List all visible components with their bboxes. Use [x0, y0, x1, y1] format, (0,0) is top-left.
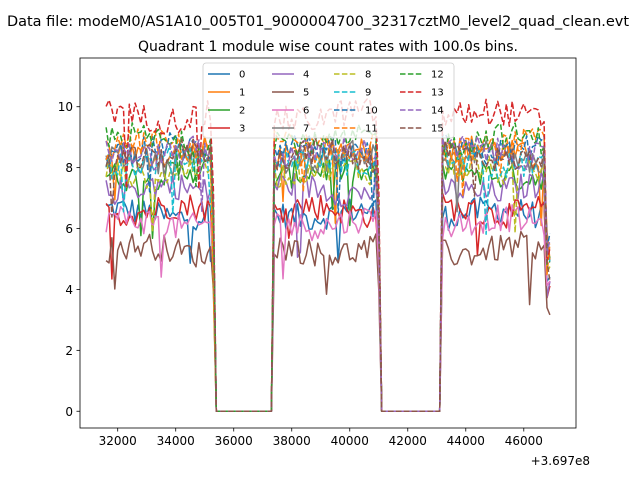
legend-label-6: 6 — [303, 106, 309, 117]
y-tick-label: 10 — [58, 100, 73, 114]
legend-label-0: 0 — [239, 70, 245, 81]
x-tick-label: 36000 — [215, 434, 253, 448]
legend-label-2: 2 — [239, 106, 245, 117]
legend-label-5: 5 — [303, 88, 309, 99]
legend-label-12: 12 — [431, 70, 444, 81]
legend-label-4: 4 — [303, 70, 309, 81]
legend-label-10: 10 — [365, 106, 378, 117]
legend-label-13: 13 — [431, 88, 444, 99]
y-tick-label: 0 — [65, 405, 73, 419]
axes: 32000 34000 36000 38000 40000 42000 44000 46000… — [58, 57, 590, 468]
x-tick-label: 44000 — [447, 434, 485, 448]
y-tick-label: 2 — [65, 344, 73, 358]
series-line-3 — [105, 192, 551, 413]
chart-title: Quadrant 1 module wise count rates with … — [138, 39, 518, 55]
legend-label-14: 14 — [431, 106, 444, 117]
y-tick-label: 6 — [65, 222, 73, 236]
x-tick-label: 38000 — [273, 434, 311, 448]
legend-label-15: 15 — [431, 124, 444, 135]
x-offset-label: +3.697e8 — [531, 454, 590, 468]
figure-suptitle: Data file: modeM0/AS1A10_005T01_90000047… — [7, 14, 629, 30]
series-line-15 — [105, 136, 551, 413]
x-tick-label: 34000 — [157, 434, 195, 448]
legend-label-11: 11 — [365, 124, 378, 135]
x-tick-label: 40000 — [331, 434, 369, 448]
axes-frame — [79, 57, 577, 429]
legend-label-1: 1 — [239, 88, 245, 99]
legend-box — [202, 62, 455, 139]
series-line-6 — [105, 204, 551, 413]
x-tick-label: 32000 — [99, 434, 137, 448]
legend-label-7: 7 — [303, 124, 309, 135]
series-line-7 — [105, 139, 551, 413]
x-tick-label: 42000 — [389, 434, 427, 448]
y-tick-label: 8 — [65, 161, 73, 175]
legend-label-3: 3 — [239, 124, 245, 135]
legend-label-9: 9 — [365, 88, 371, 99]
series-line-4 — [105, 171, 551, 413]
series-line-5 — [105, 230, 551, 413]
y-tick-label: 4 — [65, 283, 73, 297]
legend-label-8: 8 — [365, 70, 371, 81]
series-line-14 — [105, 135, 551, 413]
x-tick-label: 46000 — [505, 434, 543, 448]
